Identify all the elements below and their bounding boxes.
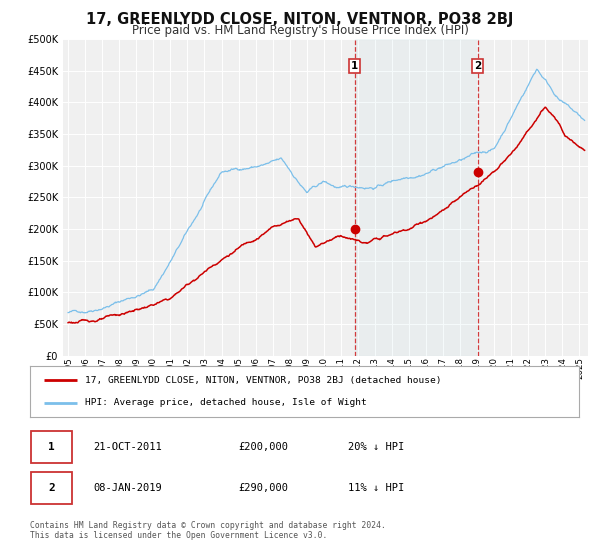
Text: Price paid vs. HM Land Registry's House Price Index (HPI): Price paid vs. HM Land Registry's House … [131,24,469,36]
FancyBboxPatch shape [31,431,72,463]
Text: This data is licensed under the Open Government Licence v3.0.: This data is licensed under the Open Gov… [30,531,328,540]
Text: 2: 2 [48,483,55,493]
Text: 17, GREENLYDD CLOSE, NITON, VENTNOR, PO38 2BJ: 17, GREENLYDD CLOSE, NITON, VENTNOR, PO3… [86,12,514,27]
Text: 21-OCT-2011: 21-OCT-2011 [93,442,162,452]
Text: HPI: Average price, detached house, Isle of Wight: HPI: Average price, detached house, Isle… [85,398,367,407]
Text: 11% ↓ HPI: 11% ↓ HPI [349,483,404,493]
Text: 1: 1 [48,442,55,452]
Text: £200,000: £200,000 [239,442,289,452]
Text: 1: 1 [351,61,358,71]
Text: 08-JAN-2019: 08-JAN-2019 [93,483,162,493]
Text: £290,000: £290,000 [239,483,289,493]
Text: 2: 2 [474,61,481,71]
FancyBboxPatch shape [31,472,72,504]
Text: 20% ↓ HPI: 20% ↓ HPI [349,442,404,452]
Text: 17, GREENLYDD CLOSE, NITON, VENTNOR, PO38 2BJ (detached house): 17, GREENLYDD CLOSE, NITON, VENTNOR, PO3… [85,376,442,385]
Bar [355,39,478,356]
Text: Contains HM Land Registry data © Crown copyright and database right 2024.: Contains HM Land Registry data © Crown c… [30,521,386,530]
